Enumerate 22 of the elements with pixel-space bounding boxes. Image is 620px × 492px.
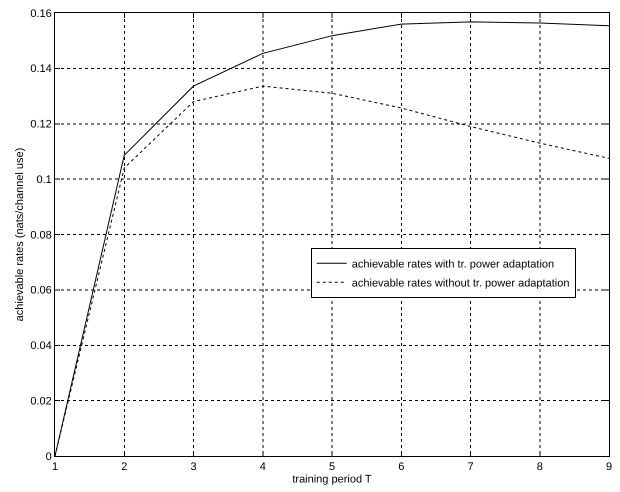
y-tick-label: 0.1 (36, 174, 52, 186)
y-tick-label: 0.04 (30, 340, 52, 352)
x-tick-label: 1 (52, 461, 58, 474)
y-axis-title: achievable rates (nats/channel use) (14, 148, 26, 322)
y-tick-label: 0.12 (30, 118, 52, 131)
x-tick-label: 2 (121, 461, 128, 474)
legend-label: achievable rates with tr. power adaptation (352, 258, 554, 271)
y-tick-label: 0.08 (30, 229, 52, 242)
x-tick-label: 6 (398, 461, 404, 474)
x-tick-label: 3 (190, 461, 197, 474)
x-tick-label: 7 (467, 461, 474, 474)
x-tick-label: 5 (328, 461, 336, 474)
x-tick-label: 8 (536, 461, 543, 474)
x-tick-label: 4 (260, 461, 266, 474)
y-tick-label: 0.16 (30, 8, 52, 20)
y-tick-label: 0 (46, 450, 52, 463)
x-tick-label: 9 (606, 461, 612, 474)
x-axis-title: training period T (292, 473, 372, 486)
y-tick-label: 0.14 (30, 63, 52, 76)
y-tick-label: 0.02 (30, 395, 52, 408)
y-tick-label: 0.06 (30, 284, 52, 297)
legend-label: achievable rates without tr. power adaptation (352, 278, 570, 290)
